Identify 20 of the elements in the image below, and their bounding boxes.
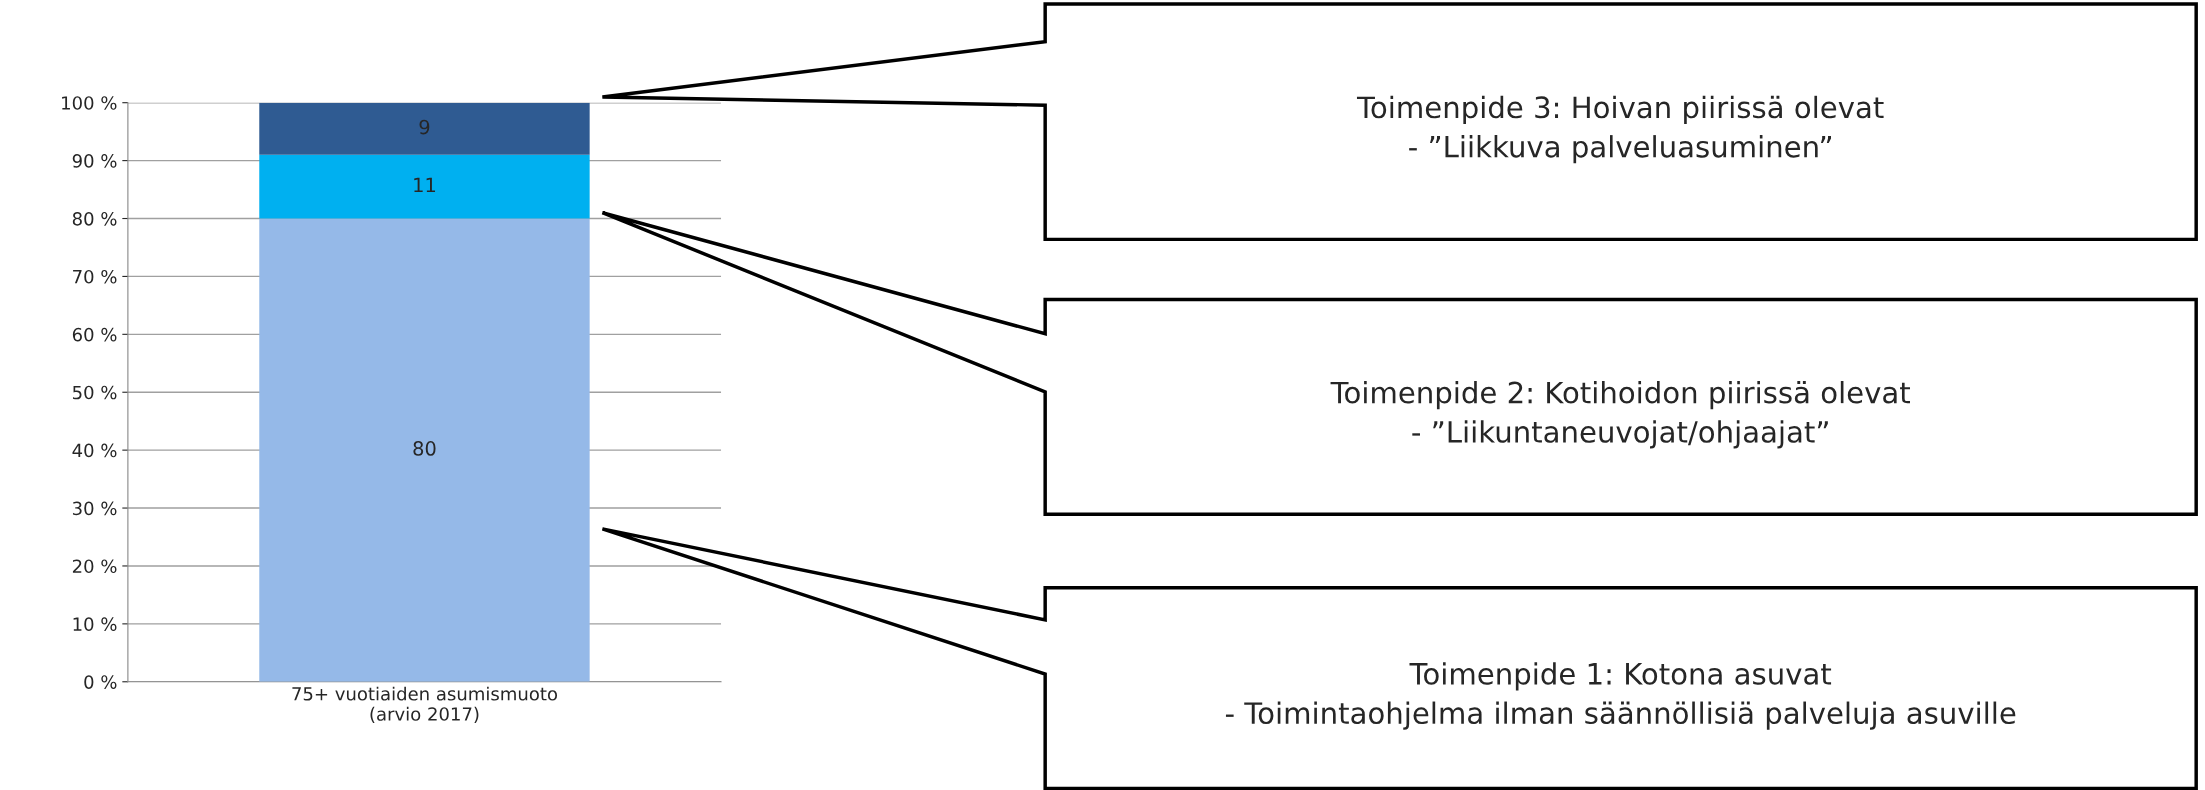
y-tick-label: 30 % [72, 501, 117, 516]
y-tick-label: 50 % [73, 385, 117, 400]
y-tick-label: 80 % [72, 211, 117, 226]
y-tick-label: 40 % [72, 443, 117, 458]
data-label: 80 [413, 441, 436, 456]
text: Toimenpide 1: Kotona asuvat - Toimintaohjelma ilman säännöllisiä palveluja asuville [1225, 662, 2016, 730]
y-tick-label: 10 % [73, 617, 117, 631]
bar [259, 154, 590, 219]
data-label: 9 [419, 119, 430, 135]
data-label: 11 [414, 177, 436, 193]
y-tick-label: 60 % [72, 327, 117, 342]
text: Toimenpide 2: Kotihoidon piirissä olevat - ”Liikuntaneuvojat/ohjaajat” [1330, 380, 1911, 449]
text: Toimenpide 3: Hoivan piirissä olevat - ”Liikkuva palveluasuminen” [1356, 95, 1884, 164]
y-tick-label: 90 % [72, 154, 117, 168]
y-tick-label: 20 % [72, 559, 117, 574]
x-tick-label: 75+ vuotiaiden asumismuoto (arvio 2017) [292, 686, 558, 723]
y-tick-label: 0 % [84, 675, 117, 689]
y-tick-label: 70 % [73, 269, 117, 284]
bar [259, 102, 590, 155]
y-tick-label: 100 % [62, 96, 117, 110]
